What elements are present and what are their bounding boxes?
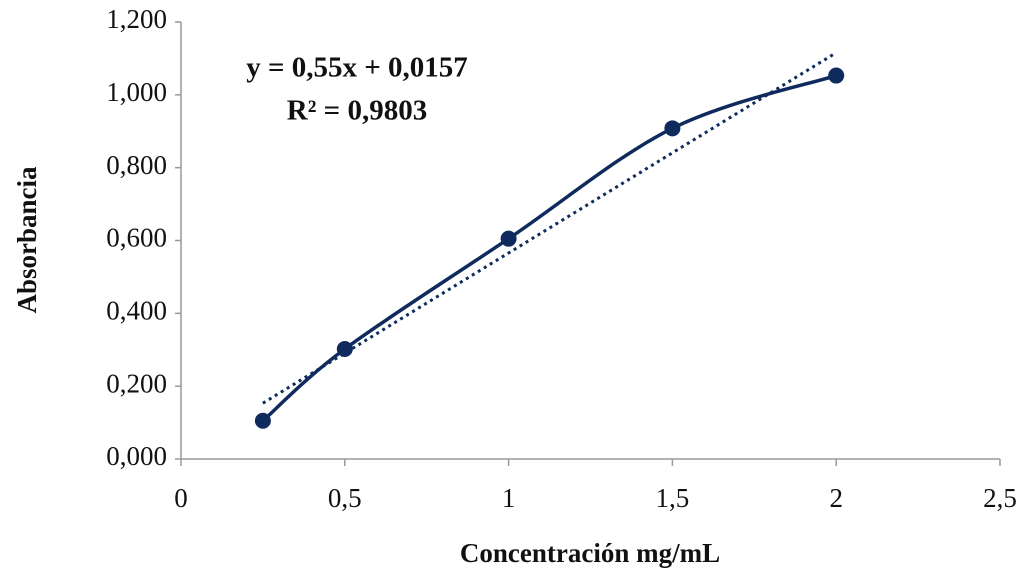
x-tick-label: 1 (502, 483, 516, 513)
x-axis-label: Concentración mg/mL (460, 538, 720, 568)
data-point (500, 230, 517, 247)
series-line (261, 73, 837, 423)
x-tick-label: 2,5 (983, 483, 1017, 513)
data-point (254, 412, 271, 429)
y-tick-label: 0,400 (106, 296, 167, 326)
r-squared: R² = 0,9803 (287, 95, 427, 127)
x-tick-label: 2 (829, 483, 843, 513)
data-point (336, 341, 353, 358)
y-tick-label: 0,600 (106, 223, 167, 253)
y-tick-label: 0,200 (106, 368, 167, 398)
data-point (664, 120, 681, 137)
y-tick-label: 1,000 (106, 77, 167, 107)
data-point (828, 67, 845, 84)
trendline-equation: y = 0,55x + 0,0157 (246, 52, 468, 84)
x-tick-label: 1,5 (656, 483, 690, 513)
x-tick-label: 0 (174, 483, 188, 513)
y-tick-label: 0,800 (106, 150, 167, 180)
y-tick-label: 1,200 (106, 4, 167, 34)
y-tick-label: 0,000 (106, 441, 167, 471)
x-tick-label: 0,5 (328, 483, 362, 513)
y-axis-label: Absorbancia (12, 166, 42, 314)
